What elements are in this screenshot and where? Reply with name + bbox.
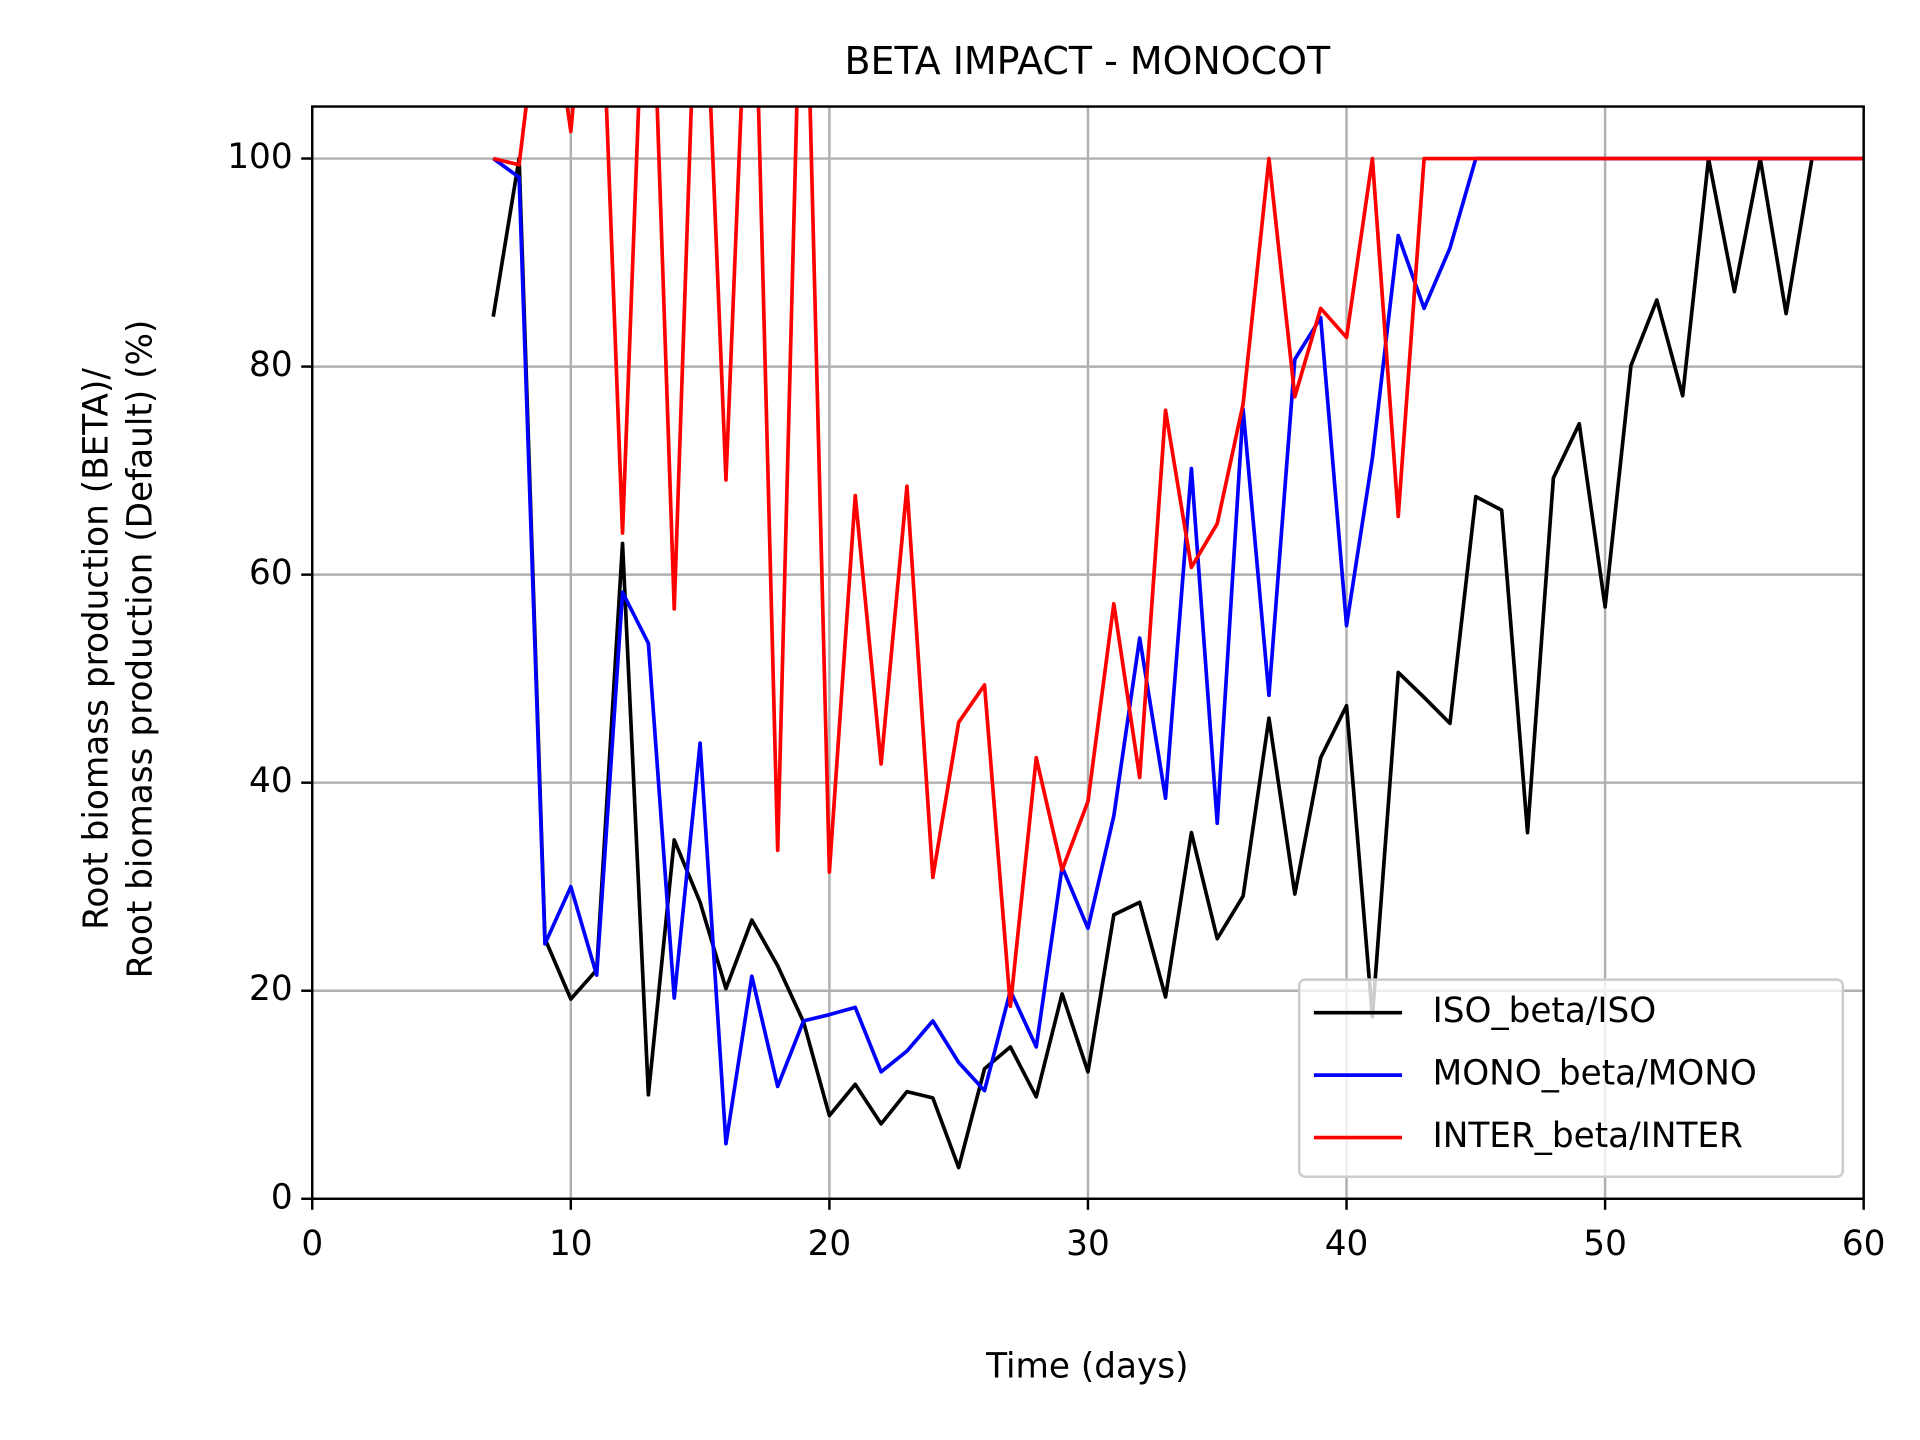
y-axis-label-line: Root biomass production (Default) (%) [121, 320, 161, 979]
y-axis-label: Root biomass production (BETA)/ Root bio… [76, 320, 160, 979]
legend-label: ISO_beta/ISO [1433, 991, 1657, 1031]
x-tick-label: 20 [808, 1224, 852, 1264]
legend-box [1297, 978, 1845, 1178]
x-tick-label: 10 [549, 1224, 593, 1264]
y-tick-label: 40 [249, 761, 293, 801]
x-axis-label: Time (days) [985, 1346, 1188, 1386]
legend: ISO_beta/ISO MONO_beta/MONO INTER_beta/INT… [1297, 978, 1845, 1178]
legend-label: INTER_beta/INTER [1433, 1116, 1743, 1156]
x-tick-label: 60 [1842, 1224, 1886, 1264]
ticks: 0 10 20 30 40 50 60 0 20 40 60 80 100 [227, 137, 1885, 1264]
y-tick-label: 0 [271, 1177, 293, 1217]
x-tick-label: 40 [1325, 1224, 1369, 1264]
plot-area [491, 106, 1864, 1170]
legend-label: MONO_beta/MONO [1433, 1054, 1757, 1094]
chart-title: BETA IMPACT - MONOCOT [844, 39, 1331, 83]
x-tick-label: 30 [1066, 1224, 1110, 1264]
y-tick-label: 80 [249, 345, 293, 385]
y-tick-label: 60 [249, 553, 293, 593]
y-tick-label: 100 [227, 137, 292, 177]
x-tick-label: 0 [301, 1224, 323, 1264]
y-axis-label-line: Root biomass production (BETA)/ [76, 368, 116, 930]
x-tick-label: 50 [1583, 1224, 1627, 1264]
series-line [492, 106, 1864, 1009]
y-tick-label: 20 [249, 969, 293, 1009]
